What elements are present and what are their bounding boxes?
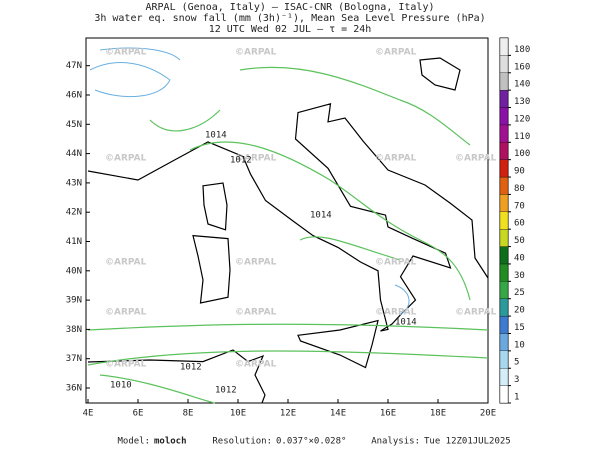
- colorbar-swatch: [499, 194, 509, 212]
- colorbar-label: 20: [514, 306, 525, 316]
- isobar-label: 1012: [230, 156, 252, 166]
- watermark: ©ARPAL: [375, 308, 417, 318]
- footer-label: Model:: [117, 437, 150, 447]
- lat-label: 47N: [66, 61, 82, 71]
- colorbar-swatch: [499, 368, 509, 386]
- lon-label: 8E: [183, 409, 194, 419]
- isobar-label: 1012: [180, 363, 202, 373]
- colorbar-swatch: [499, 263, 509, 282]
- colorbar-label: 130: [514, 97, 530, 107]
- watermark: ©ARPAL: [235, 154, 277, 164]
- title-line: 3h water eq. snow fall (mm (3h)⁻¹), Mean…: [94, 13, 485, 24]
- colorbar-swatch: [499, 159, 509, 178]
- colorbar-swatch: [499, 350, 509, 369]
- watermark: ©ARPAL: [375, 154, 417, 164]
- colorbar-label: 10: [514, 340, 525, 350]
- colorbar-swatch: [499, 176, 509, 195]
- lat-label: 36N: [66, 384, 82, 394]
- footer-label: Resolution:: [212, 437, 272, 447]
- isobar-label: 1014: [205, 131, 227, 141]
- colorbar-swatch: [499, 298, 509, 317]
- colorbar-label: 80: [514, 184, 525, 194]
- title-line: 12 UTC Wed 02 JUL — τ = 24h: [209, 24, 372, 35]
- colorbar-swatch: [499, 124, 509, 143]
- lon-label: 16E: [380, 409, 396, 419]
- colorbar-label: 1: [514, 393, 519, 403]
- isobar-label: 1012: [215, 386, 237, 396]
- watermark: ©ARPAL: [105, 154, 147, 164]
- colorbar-label: 180: [514, 45, 530, 55]
- isobar-label: 1014: [395, 318, 417, 328]
- colorbar-swatch: [499, 385, 509, 404]
- colorbar-swatch: [499, 72, 509, 91]
- colorbar-swatch: [499, 229, 509, 247]
- colorbar-label: 50: [514, 236, 525, 246]
- watermark: ©ARPAL: [235, 360, 277, 370]
- watermark: ©ARPAL: [105, 308, 147, 318]
- isobars: [87, 47, 489, 404]
- colorbar-swatch: [499, 333, 509, 352]
- colorbar-label: 70: [514, 201, 525, 211]
- watermark: ©ARPAL: [105, 360, 147, 370]
- colorbar-label: 60: [514, 219, 525, 229]
- footer-label: Analysis:: [371, 437, 420, 447]
- lat-label: 42N: [66, 208, 82, 218]
- footer-value: Tue 12Z01JUL2025: [424, 437, 511, 447]
- lon-label: 6E: [133, 409, 144, 419]
- lat-label: 38N: [66, 325, 82, 335]
- lon-label: 10E: [230, 409, 246, 419]
- lon-label: 4E: [83, 409, 94, 419]
- coastlines: [87, 57, 489, 404]
- colorbar-label: 110: [514, 132, 530, 142]
- colorbar-label: 140: [514, 80, 530, 90]
- isobar-label: 1010: [110, 381, 132, 391]
- watermark: ©ARPAL: [105, 258, 147, 268]
- colorbar-swatch: [499, 211, 509, 230]
- colorbar-label: 30: [514, 271, 525, 281]
- colorbar-swatch: [499, 89, 509, 108]
- isobar-label: 1014: [310, 211, 332, 221]
- colorbar-label: 40: [514, 253, 525, 263]
- colorbar-swatch: [499, 315, 509, 334]
- watermark: ©ARPAL: [455, 154, 497, 164]
- colorbar-swatch: [499, 142, 509, 160]
- map-frame: [85, 37, 489, 404]
- watermark: ©ARPAL: [375, 48, 417, 58]
- lon-label: 18E: [430, 409, 446, 419]
- footer-value: moloch: [154, 437, 187, 447]
- colorbar-swatch: [499, 37, 509, 56]
- watermark: ©ARPAL: [455, 308, 497, 318]
- colorbar-label: 100: [514, 149, 530, 159]
- watermark: ©ARPAL: [105, 48, 147, 58]
- colorbar-label: 25: [514, 288, 525, 298]
- colorbar-label: 5: [514, 358, 519, 368]
- lon-label: 14E: [330, 409, 346, 419]
- colorbar-label: 160: [514, 62, 530, 72]
- watermark: ©ARPAL: [235, 258, 277, 268]
- title-line: ARPAL (Genoa, Italy) — ISAC-CNR (Bologna…: [146, 2, 435, 13]
- colorbar-label: 15: [514, 323, 525, 333]
- colorbar-swatch: [499, 107, 509, 126]
- lat-label: 45N: [66, 120, 82, 130]
- lat-label: 40N: [66, 266, 82, 276]
- lat-label: 43N: [66, 178, 82, 188]
- lat-label: 39N: [66, 296, 82, 306]
- watermark: ©ARPAL: [235, 308, 277, 318]
- colorbar-swatch: [499, 281, 509, 299]
- lat-label: 46N: [66, 91, 82, 101]
- colorbar-label: 3: [514, 375, 519, 385]
- colorbar-swatch: [499, 246, 509, 265]
- lat-label: 37N: [66, 354, 82, 364]
- lat-label: 44N: [66, 149, 82, 159]
- lon-label: 12E: [280, 409, 296, 419]
- watermark: ©ARPAL: [235, 48, 277, 58]
- colorbar-label: 90: [514, 167, 525, 177]
- watermark: ©ARPAL: [375, 258, 417, 268]
- lat-label: 41N: [66, 237, 82, 247]
- footer-value: 0.037°×0.028°: [276, 437, 346, 447]
- lon-label: 20E: [480, 409, 496, 419]
- colorbar-swatch: [499, 55, 509, 73]
- colorbar-label: 120: [514, 114, 530, 124]
